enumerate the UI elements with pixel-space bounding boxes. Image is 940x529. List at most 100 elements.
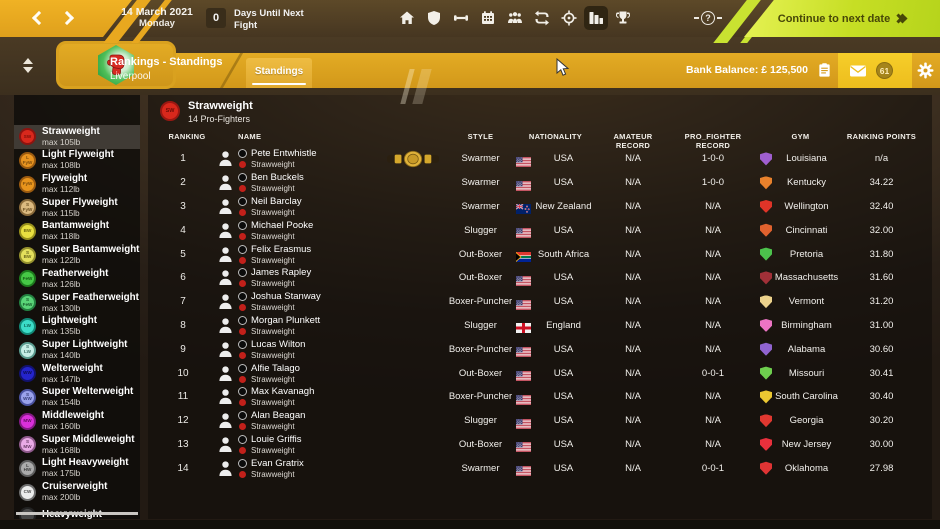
fighter-info-icon[interactable] [238,244,247,254]
dumbbell-icon[interactable] [452,9,470,27]
weight-class-item[interactable]: S BW Super Bantamweight max 122lb [14,243,140,267]
fighter-weight-class: Strawweight [251,445,295,455]
fighter-info-icon[interactable] [238,315,247,325]
fighter-gym: South Carolina [775,391,838,403]
weight-class-item[interactable]: CW Cruiserweight max 200lb [14,480,140,504]
fighter-row[interactable]: 5 Felix Erasmus [148,242,932,266]
weight-dot-icon [239,399,246,407]
fighter-info-icon[interactable] [238,387,247,397]
continue-to-next-date-button[interactable]: Continue to next date [744,0,940,37]
team-icon[interactable] [506,9,524,27]
fighter-nationality: USA [553,367,574,379]
weight-class-max: max 105lb [42,136,81,147]
collapse-up-icon[interactable] [23,58,33,64]
weight-class-max: max 154lb [42,397,81,408]
fighter-name: Michael Pooke [251,219,314,231]
target-icon[interactable] [560,9,578,27]
gear-icon[interactable] [917,62,934,84]
weight-class-item[interactable]: S FyW Super Flyweight max 115lb [14,196,140,220]
fighter-row[interactable]: 2 Ben Buckels [148,171,932,195]
shield-icon[interactable] [425,9,443,27]
date-text: 14 March 2021 [121,6,193,18]
fighter-weight-class: Strawweight [251,231,295,241]
fighter-row[interactable]: 10 Alfie Talago [148,361,932,385]
weight-class-icon: S MW [19,436,36,454]
fighter-info-icon[interactable] [238,458,247,468]
fighter-gym: Missouri [788,367,825,379]
fighter-rank: 11 [177,391,189,403]
swap-icon[interactable] [533,9,551,27]
home-icon[interactable] [398,9,416,27]
weight-class-item[interactable]: MW Middleweight max 160lb [14,409,140,433]
amateur-record: N/A [625,415,641,427]
weight-class-item[interactable]: S FeW Super Featherweight max 130lb [14,291,140,315]
fighter-row[interactable]: 12 Alan Beagan [148,409,932,433]
fighter-info-icon[interactable] [238,196,247,206]
fighter-row[interactable]: 13 Louie Griffis [148,433,932,457]
weight-class-item[interactable]: SW Strawweight max 105lb [14,125,140,149]
weight-class-item[interactable]: FeW Featherweight max 126lb [14,267,140,291]
fighter-rank: 4 [180,224,186,236]
tab-label: Standings [254,66,304,77]
mail-count-badge: 61 [876,62,893,79]
fighter-info-icon[interactable] [238,292,247,302]
bottom-strip [0,520,940,529]
fighter-row[interactable]: 14 Evan Gratrix [148,456,932,480]
calendar-icon[interactable] [479,9,497,27]
fighter-info-icon[interactable] [238,149,247,159]
pro-record: N/A [705,438,721,450]
weight-class-item[interactable]: S WW Super Welterweight max 154lb [14,386,140,410]
weight-class-item[interactable]: L HW Light Heavyweight max 175lb [14,457,140,481]
fighter-style: Swarmer [461,153,500,165]
fighter-row[interactable]: 6 James Rapley [148,266,932,290]
gym-shield-icon [760,247,772,261]
weight-dot-icon [239,351,246,359]
fighter-row[interactable]: 3 Neil Barclay [148,195,932,219]
weight-class-item[interactable]: WW Welterweight max 147lb [14,362,140,386]
fighter-style: Slugger [464,319,497,331]
fighter-row[interactable]: 1 Pete Entwhistle [148,147,932,171]
fighter-row[interactable]: 9 Lucas Wilton [148,337,932,361]
weight-class-icon: S FeW [19,294,36,312]
fighter-info-icon[interactable] [238,434,247,444]
weight-class-item[interactable]: S MW Super Middleweight max 168lb [14,433,140,457]
fighter-style: Out-Boxer [458,248,503,260]
amateur-record: N/A [625,367,641,379]
fighter-info-icon[interactable] [238,363,247,373]
fighter-row[interactable]: 7 Joshua Stanway [148,290,932,314]
weight-class-item[interactable]: FyW Flyweight max 112lb [14,172,140,196]
fighter-rank: 6 [180,272,186,284]
fighter-gym: New Jersey [781,438,832,450]
fighter-info-icon[interactable] [238,173,247,183]
fighter-row[interactable]: 8 Morgan Plunkett [148,314,932,338]
weight-class-badge: SW [160,101,180,121]
amateur-record: N/A [625,343,641,355]
fighter-style: Boxer-Puncher [448,296,513,308]
fighter-weight-class: Strawweight [251,374,295,384]
fighter-row[interactable]: 4 Michael Pooke [148,218,932,242]
weight-class-name: Light Heavyweight [42,457,129,469]
rankings-icon[interactable] [584,6,608,30]
collapse-down-icon[interactable] [23,67,33,73]
weight-class-item[interactable]: S LW Super Lightweight max 140lb [14,338,140,362]
club-badge[interactable] [56,41,176,89]
fighter-info-icon[interactable] [238,268,247,278]
fighter-info-icon[interactable] [238,220,247,230]
fighter-info-icon[interactable] [238,411,247,421]
weight-class-item[interactable]: LW Lightweight max 135lb [14,315,140,339]
fighter-nationality: USA [553,153,574,165]
sidebar-scrollbar[interactable] [16,512,138,515]
mail-button[interactable]: 61 [838,53,912,88]
clipboard-icon[interactable] [817,62,832,83]
help-icon[interactable]: ? [694,11,722,25]
gym-shield-icon [760,342,772,356]
weight-class-item[interactable]: BW Bantamweight max 118lb [14,220,140,244]
fighter-rank: 5 [180,248,186,260]
weight-class-icon: S WW [19,388,36,406]
trophy-icon[interactable] [614,9,632,27]
weight-class-item[interactable]: L FyW Light Flyweight max 108lb [14,149,140,173]
top-nav-icons [398,6,632,30]
fighter-row[interactable]: 11 Max Kavanagh [148,385,932,409]
tab-standings[interactable]: Standings [246,58,312,88]
fighter-info-icon[interactable] [238,339,247,349]
